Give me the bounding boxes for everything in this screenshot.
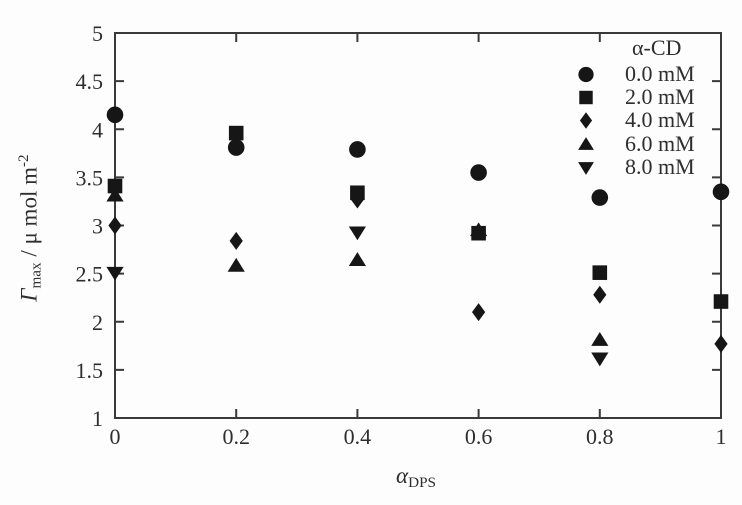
series-2.0-mM (107, 125, 729, 309)
x-tick-label: 0.6 (465, 424, 493, 449)
circle-icon (575, 64, 597, 84)
square-icon (575, 87, 597, 107)
circle-marker (227, 139, 245, 156)
circle-marker (106, 106, 124, 124)
legend-item: 2.0 mM (575, 85, 735, 108)
y-axis-units: / μ mol m (16, 167, 42, 263)
x-axis-subscript: DPS (408, 474, 436, 492)
y-tick-label: 4 (92, 117, 103, 142)
y-tick-label: 1 (92, 406, 103, 431)
y-tick-label: 4.5 (76, 69, 104, 94)
legend-title: α-CD (632, 35, 682, 60)
legend-item-label: 0.0 mM (625, 60, 695, 86)
circle-marker (712, 183, 730, 201)
circle-marker (349, 141, 366, 158)
triangle-down-marker (106, 266, 124, 281)
x-tick-label: 0.4 (344, 424, 372, 449)
diamond-marker (108, 216, 122, 235)
y-axis-title: Γmax / μ mol m-2 (15, 154, 45, 302)
circle-marker (578, 66, 594, 82)
circle-marker (470, 164, 487, 181)
x-axis-title: αDPS (396, 464, 436, 490)
diamond-marker (714, 334, 728, 353)
series-8.0-mM (106, 226, 609, 367)
y-tick-label: 3 (92, 214, 103, 239)
triangle-up-marker (591, 332, 609, 346)
legend-item: 4.0 mM (575, 109, 735, 132)
square-marker (713, 294, 729, 309)
y-axis-exponent: -2 (15, 154, 33, 168)
series-4.0-mM (108, 190, 728, 353)
triangle-up-marker (578, 136, 594, 150)
square-marker (228, 125, 244, 141)
triangle-down-marker (591, 352, 609, 367)
triangle-up-marker (227, 257, 245, 272)
square-marker (579, 90, 593, 105)
series-6.0-mM (106, 187, 609, 346)
diamond-marker (472, 303, 486, 322)
triangle-down-icon (575, 157, 597, 177)
legend-item: 8.0 mM (575, 156, 735, 179)
legend-item-label: 6.0 mM (625, 130, 695, 156)
x-tick-label: 0 (110, 424, 121, 449)
y-tick-label: 2 (92, 310, 103, 335)
circle-marker (591, 189, 609, 206)
x-tick-label: 0.2 (222, 424, 250, 449)
triangle-up-marker (106, 187, 124, 202)
series-0.0-mM (106, 106, 730, 206)
square-marker (107, 178, 123, 194)
triangle-down-marker (348, 226, 366, 241)
x-tick-label: 0.8 (586, 424, 614, 449)
legend-entries: 0.0 mM 2.0 mM 4.0 mM 6.0 mM 8.0 mM (575, 62, 735, 179)
diamond-marker (593, 285, 607, 304)
triangle-up-icon (575, 134, 597, 154)
square-marker (471, 225, 486, 241)
alpha-symbol: α (396, 462, 409, 488)
square-marker (592, 265, 608, 280)
square-marker (350, 185, 365, 201)
gamma-symbol: Γ (16, 288, 42, 302)
legend: α-CD 0.0 mM 2.0 mM 4.0 mM 6.0 mM 8.0 mM (575, 36, 735, 179)
y-tick-label: 5 (92, 21, 103, 46)
legend-item-label: 2.0 mM (625, 84, 695, 110)
triangle-up-marker (348, 252, 366, 266)
y-tick-label: 2.5 (76, 262, 104, 287)
diamond-marker (229, 231, 243, 250)
diamond-icon (575, 110, 597, 130)
triangle-down-marker (578, 162, 594, 176)
legend-item-label: 8.0 mM (625, 154, 695, 180)
y-tick-label: 3.5 (76, 165, 104, 190)
diamond-marker (579, 112, 593, 130)
y-tick-label: 1.5 (76, 358, 104, 383)
legend-item: 0.0 mM (575, 62, 735, 85)
legend-item-label: 4.0 mM (625, 107, 695, 133)
legend-item: 6.0 mM (575, 132, 735, 155)
y-axis-subscript: max (27, 262, 45, 289)
x-tick-label: 1 (716, 424, 727, 449)
